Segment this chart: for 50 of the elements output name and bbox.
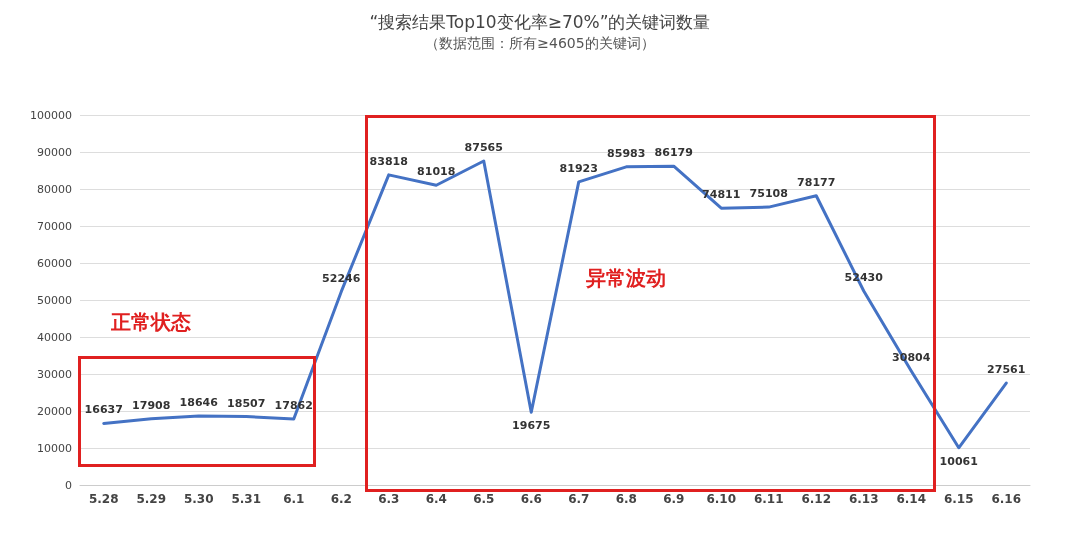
annotation: 正常状态 (111, 308, 192, 336)
x-tick-label: 6.4 (425, 492, 447, 506)
data-label: 18507 (227, 396, 266, 410)
y-tick-label: 80000 (37, 182, 72, 196)
y-tick-label: 40000 (37, 330, 72, 344)
x-tick-label: 6.15 (943, 492, 974, 506)
x-tick-label: 6.1 (283, 492, 305, 506)
y-tick-label: 20000 (37, 404, 72, 418)
x-tick-label: 6.13 (848, 492, 879, 506)
x-tick-label: 5.28 (88, 492, 119, 506)
x-tick-label: 6.6 (520, 492, 542, 506)
x-tick-label: 5.29 (136, 492, 167, 506)
data-label: 86179 (654, 146, 693, 160)
x-tick-label: 6.11 (753, 492, 784, 506)
x-tick-label: 6.9 (663, 492, 685, 506)
x-tick-label: 6.16 (991, 492, 1022, 506)
data-label: 18646 (179, 396, 219, 410)
data-label: 81018 (417, 165, 456, 179)
data-label: 75108 (749, 187, 788, 201)
data-label: 16637 (84, 403, 123, 417)
data-label: 83818 (369, 154, 408, 168)
y-tick-label: 50000 (37, 293, 72, 307)
data-label: 81923 (559, 161, 598, 175)
data-label: 78177 (797, 175, 836, 189)
x-tick-label: 5.31 (231, 492, 262, 506)
data-label: 19675 (512, 419, 551, 433)
x-tick-label: 6.12 (801, 492, 832, 506)
x-tick-label: 6.3 (378, 492, 400, 506)
y-tick-label: 100000 (30, 108, 72, 122)
chart-subtitle: （数据范围：所有≥4605的关键词） (425, 35, 655, 51)
data-label: 10061 (939, 454, 978, 468)
y-tick-label: 10000 (37, 441, 72, 455)
data-label: 27561 (987, 363, 1026, 377)
data-label: 85983 (607, 146, 646, 160)
x-tick-label: 6.7 (568, 492, 590, 506)
chart-title: “搜索结果Top10变化率≥70%”的关键词数量 (369, 11, 711, 32)
x-tick-label: 6.2 (330, 492, 352, 506)
y-tick-label: 0 (65, 478, 72, 492)
annotation: 异常波动 (586, 264, 667, 292)
x-tick-label: 6.10 (706, 492, 737, 506)
x-tick-label: 6.8 (615, 492, 637, 506)
x-tick-label: 6.14 (896, 492, 927, 506)
y-tick-label: 70000 (37, 219, 72, 233)
x-tick-label: 5.30 (183, 492, 214, 506)
data-label: 17908 (132, 398, 171, 412)
y-tick-label: 90000 (37, 145, 72, 159)
y-tick-label: 60000 (37, 256, 72, 270)
y-tick-label: 30000 (37, 367, 72, 381)
data-label: 87565 (464, 141, 503, 155)
x-tick-label: 6.5 (473, 492, 495, 506)
